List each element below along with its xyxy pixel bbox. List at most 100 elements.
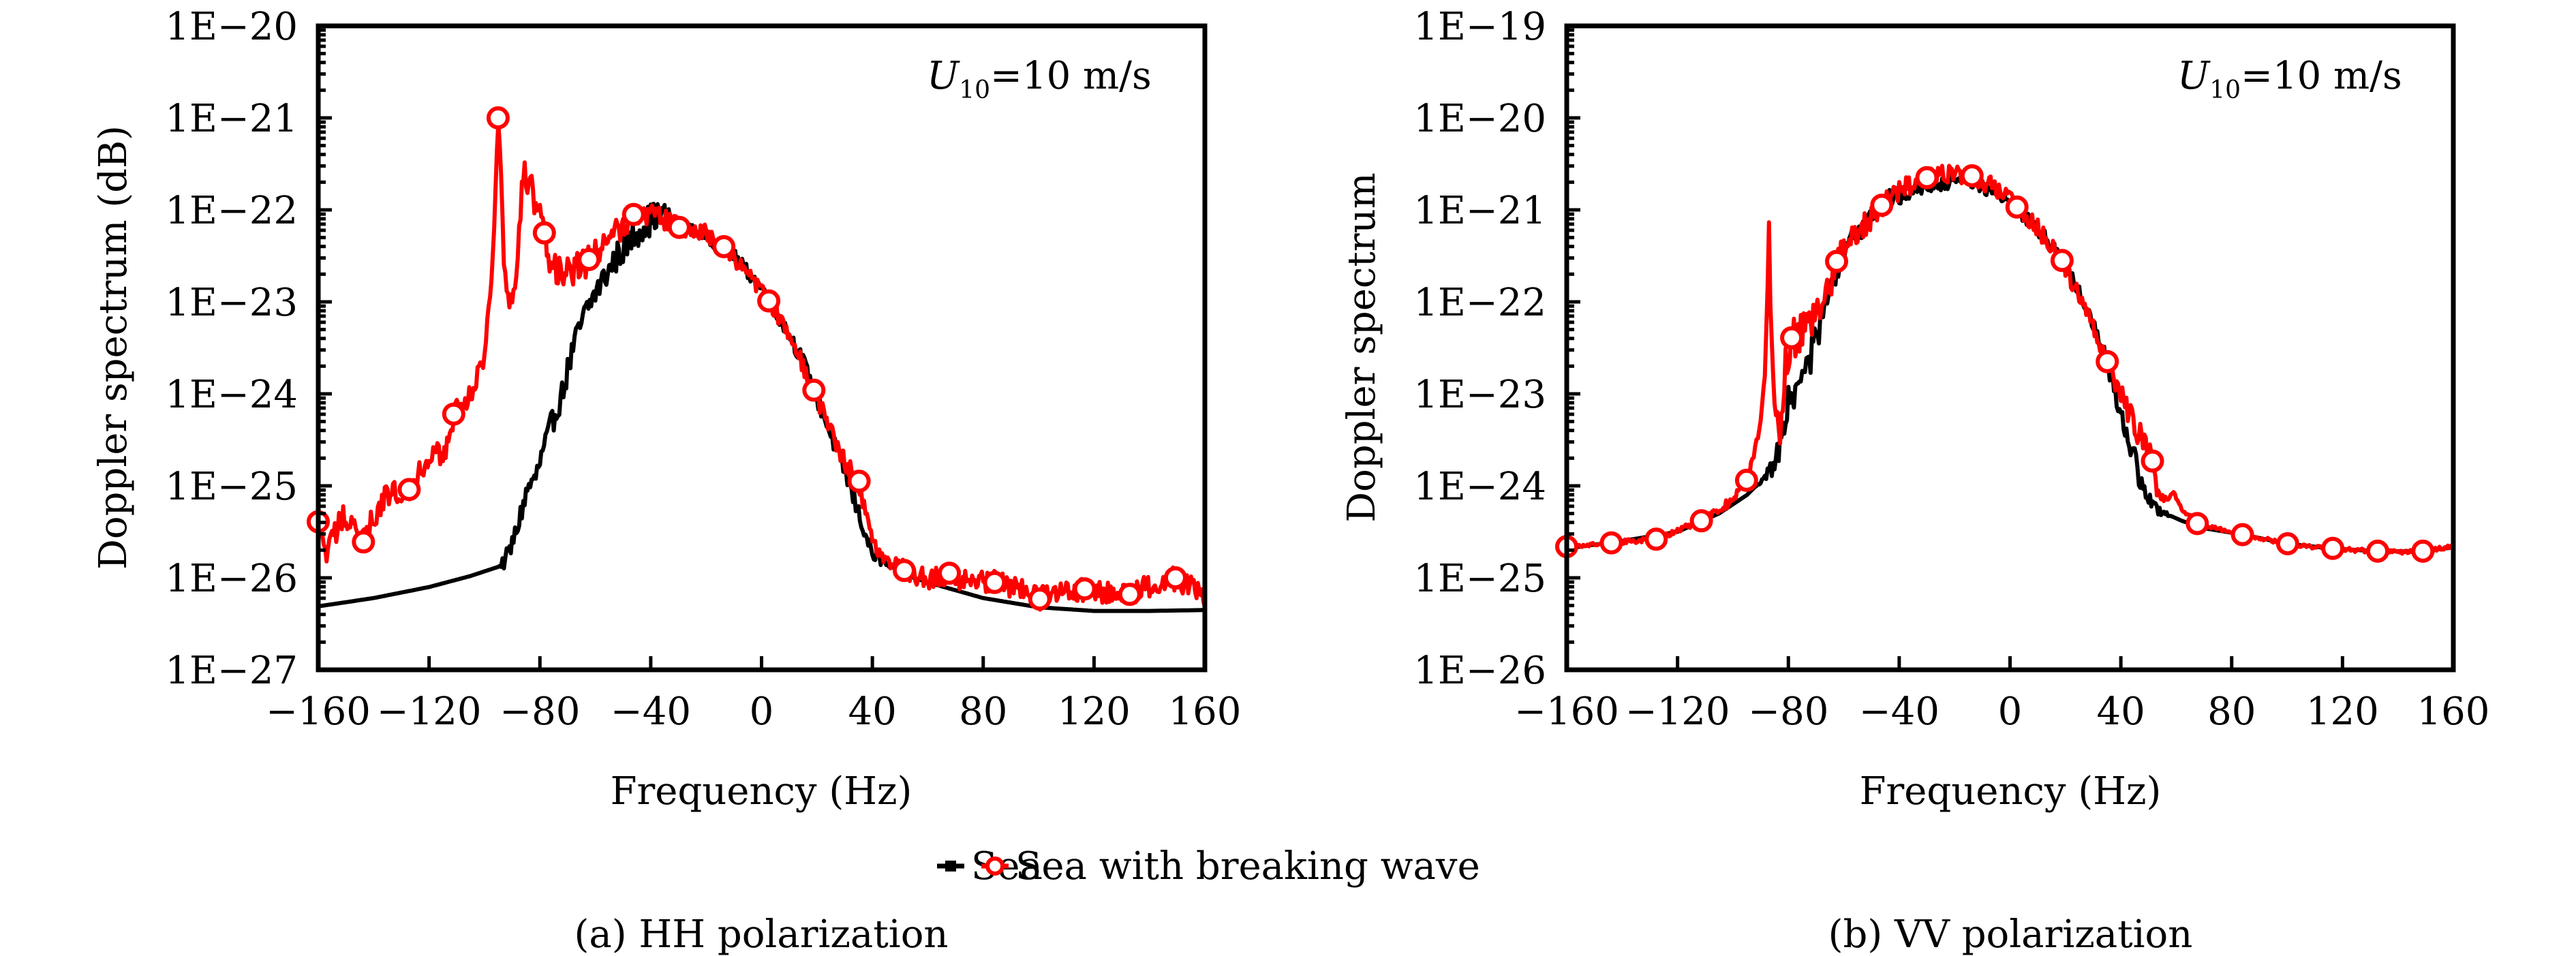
wind-speed-annotation-vv: U10=10 m/s <box>2177 54 2402 104</box>
x-tick-label: 80 <box>959 690 1007 734</box>
y-tick-label: 1E−26 <box>165 557 298 601</box>
y-tick-label: 1E−24 <box>1413 465 1546 509</box>
x-tick-label: 0 <box>1998 690 2023 734</box>
data-point <box>847 469 871 493</box>
y-tick-label: 1E−23 <box>1413 373 1546 417</box>
plot-area-hh: −160 −120 −80 −40 0 40 80 120 160 1E−20 1E−21 1E−22… <box>165 5 1241 734</box>
x-tick-label: 40 <box>848 690 896 734</box>
data-point <box>622 202 645 226</box>
data-point <box>1870 194 1894 217</box>
x-tick-label: 160 <box>1169 690 1242 734</box>
x-tick-label: −160 <box>1514 690 1619 734</box>
x-tick-label: −120 <box>377 690 482 734</box>
x-tick-label: −120 <box>1625 690 1730 734</box>
data-point <box>2411 539 2435 563</box>
annot-u: U <box>2177 54 2211 98</box>
wind-speed-annotation-hh: U10=10 m/s <box>927 54 1152 104</box>
x-axis-title-vv: Frequency (Hz) <box>1860 769 2162 814</box>
y-axis-title-hh: Doppler spectrum (dB) <box>91 125 136 570</box>
data-point <box>667 215 691 239</box>
x-tick-label: −80 <box>1748 690 1828 734</box>
legend-item-breaking: Sea with breaking wave <box>981 844 1480 889</box>
data-point <box>486 106 510 129</box>
x-tick-label: −40 <box>611 690 691 734</box>
series-breaking-wave <box>1567 164 2453 556</box>
legend: Sea Sea with breaking wave <box>937 844 1480 889</box>
plot-area-vv: −160 −120 −80 −40 0 40 80 120 160 1E−19 1E−20 1E−21… <box>1413 5 2489 734</box>
x-tick-label: 0 <box>750 690 774 734</box>
data-point <box>442 402 465 426</box>
y-tick-label: 1E−27 <box>165 649 298 693</box>
data-point <box>2275 532 2299 555</box>
x-tick-label: −160 <box>266 690 371 734</box>
annot-sub: 10 <box>959 76 990 104</box>
data-point <box>397 478 421 502</box>
data-point <box>1689 509 1713 533</box>
data-point <box>802 378 826 402</box>
series-line <box>1567 164 2453 556</box>
data-point <box>2186 512 2209 536</box>
panel-hh: −160 −120 −80 −40 0 40 80 120 160 1E−20 1E−21 1E−22… <box>91 5 1241 956</box>
y-tick-label: 1E−22 <box>1413 281 1546 325</box>
x-tick-label: 120 <box>1058 690 1131 734</box>
data-point <box>1028 587 1052 611</box>
x-tick-label: −80 <box>500 690 580 734</box>
data-point <box>2005 195 2029 219</box>
y-tick-label: 1E−22 <box>165 189 298 233</box>
plot-frame <box>316 23 1208 673</box>
y-tick-label: 1E−23 <box>165 281 298 325</box>
data-point <box>2230 523 2254 546</box>
data-point <box>1734 468 1758 492</box>
data-point <box>983 570 1007 594</box>
y-tick-label: 1E−20 <box>165 5 298 49</box>
data-point <box>2321 536 2345 560</box>
annot-rest: =10 m/s <box>990 54 1152 98</box>
legend-label-breaking: Sea with breaking wave <box>1015 844 1480 889</box>
data-point <box>712 235 736 258</box>
data-point <box>2366 539 2389 563</box>
y-tick-label: 1E−25 <box>165 465 298 509</box>
data-point <box>577 247 601 271</box>
plot-frame <box>1564 23 2456 673</box>
legend-marker-square-icon <box>945 861 956 872</box>
annot-rest: =10 m/s <box>2241 54 2402 98</box>
data-point <box>1163 566 1187 589</box>
y-tick-label: 1E−26 <box>1413 649 1546 693</box>
data-point <box>938 561 962 585</box>
x-tick-label: 40 <box>2096 690 2145 734</box>
y-tick-label: 1E−21 <box>1413 189 1546 233</box>
data-point <box>2050 249 2074 273</box>
annot-u: U <box>927 54 960 98</box>
series-line <box>318 121 1205 612</box>
series-sea <box>1567 173 2453 553</box>
data-point <box>1960 164 1984 187</box>
caption-vv: (b) VV polarization <box>1828 912 2193 956</box>
x-tick-label: 80 <box>2207 690 2256 734</box>
y-tick-label: 1E−25 <box>1413 557 1546 601</box>
data-point <box>352 530 375 554</box>
data-point <box>2096 350 2119 373</box>
data-point <box>1915 166 1939 189</box>
series-line <box>1567 173 2453 553</box>
annot-sub: 10 <box>2209 76 2241 104</box>
data-point <box>1118 583 1141 606</box>
panel-vv: −160 −120 −80 −40 0 40 80 120 160 1E−19 1E−20 1E−21… <box>1340 5 2489 956</box>
x-tick-label: 160 <box>2417 690 2490 734</box>
data-point <box>1825 249 1848 273</box>
series-breaking-wave <box>318 121 1205 612</box>
data-point <box>892 559 916 583</box>
y-tick-label: 1E−21 <box>165 97 298 141</box>
data-point <box>1599 531 1623 555</box>
x-tick-label: −40 <box>1859 690 1939 734</box>
data-point <box>2141 449 2164 473</box>
x-tick-label: 120 <box>2306 690 2379 734</box>
x-axis-title-hh: Frequency (Hz) <box>611 769 913 814</box>
data-point <box>532 221 556 245</box>
data-point <box>757 289 781 313</box>
data-point <box>1780 326 1804 350</box>
y-tick-label: 1E−20 <box>1413 97 1546 141</box>
y-axis-title-vv: Doppler spectrum <box>1340 172 1384 522</box>
y-tick-label: 1E−24 <box>165 373 298 417</box>
data-point <box>1644 527 1668 551</box>
